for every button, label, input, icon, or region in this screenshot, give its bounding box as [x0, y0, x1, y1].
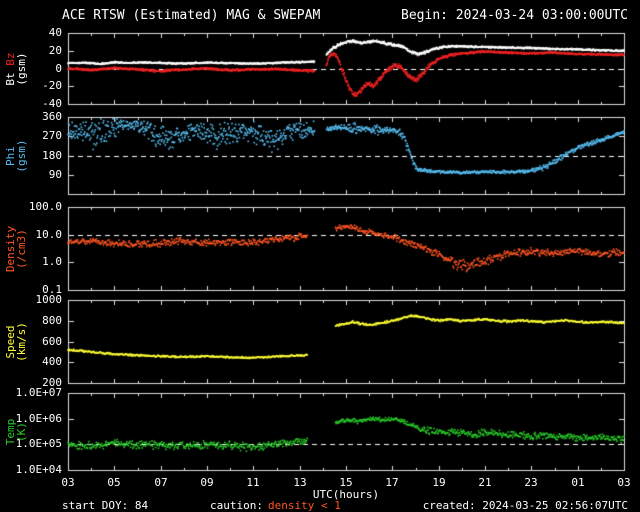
y-tick-label: -40	[42, 97, 62, 110]
y-tick-label: 0.1	[42, 283, 62, 296]
y-tick-label: 1000	[35, 293, 63, 306]
y-axis-label-unit: (km/s)	[15, 321, 28, 362]
footer-caution-value: density < 1	[268, 499, 341, 512]
y-axis-label: Bt Bz (gsm)	[4, 51, 28, 86]
y-tick-label: 180	[42, 149, 62, 162]
x-tick-label: 11	[246, 476, 260, 489]
y-tick-label: 270	[42, 129, 62, 142]
y-tick-label: 400	[42, 355, 62, 368]
x-tick-label: 05	[107, 476, 121, 489]
x-tick-label: 13	[293, 476, 307, 489]
x-tick-label: 03	[617, 476, 631, 489]
y-axis-label-unit: (K)	[15, 421, 28, 442]
plot-title: ACE RTSW (Estimated) MAG & SWEPAM	[62, 8, 321, 23]
y-tick-label: 1.0E+06	[15, 412, 62, 425]
x-tick-label: 09	[200, 476, 214, 489]
y-tick-label: 20	[48, 44, 62, 57]
x-tick-label: 03	[61, 476, 75, 489]
footer-start-doy: start DOY: 84	[62, 499, 149, 512]
y-tick-label: 1.0E+07	[15, 386, 62, 399]
x-axis-label: UTC(hours)	[312, 488, 380, 501]
y-tick-label: 1.0E+04	[15, 463, 62, 476]
y-tick-label: 360	[42, 110, 62, 123]
y-tick-label: 800	[42, 314, 62, 327]
y-axis-label: Speed (km/s)	[4, 321, 28, 362]
y-axis-label: Phi (gsm)	[4, 138, 28, 173]
x-tick-label: 23	[524, 476, 538, 489]
y-tick-label: 1.0E+05	[15, 437, 62, 450]
x-tick-label: 21	[478, 476, 492, 489]
y-tick-label: 600	[42, 335, 62, 348]
footer-created-timestamp: created: 2024-03-25 02:56:07UTC	[422, 499, 628, 512]
y-tick-label: 1.0	[42, 255, 62, 268]
y-tick-label: 100.0	[28, 200, 62, 213]
y-axis-label-unit: (gsm)	[15, 51, 28, 86]
y-tick-label: 40	[48, 26, 62, 39]
footer-caution-label: caution:	[210, 499, 263, 512]
y-tick-label: 0	[55, 62, 62, 75]
x-tick-label: 19	[432, 476, 446, 489]
x-tick-label: 17	[385, 476, 399, 489]
y-axis-label-unit: (gsm)	[15, 138, 28, 173]
y-axis-label: Temp (K)	[4, 418, 28, 445]
y-tick-label: 10.0	[35, 228, 63, 241]
y-tick-label: 200	[42, 376, 62, 389]
x-tick-label: 01	[571, 476, 585, 489]
begin-timestamp: Begin: 2024-03-24 03:00:00UTC	[401, 8, 628, 23]
x-tick-label: 07	[154, 476, 168, 489]
y-axis-label: Density (/cm3)	[4, 225, 28, 271]
y-axis-label-unit: (/cm3)	[15, 228, 28, 269]
y-tick-label: -20	[42, 79, 62, 92]
x-tick-label: 15	[339, 476, 353, 489]
y-tick-label: 90	[48, 168, 62, 181]
